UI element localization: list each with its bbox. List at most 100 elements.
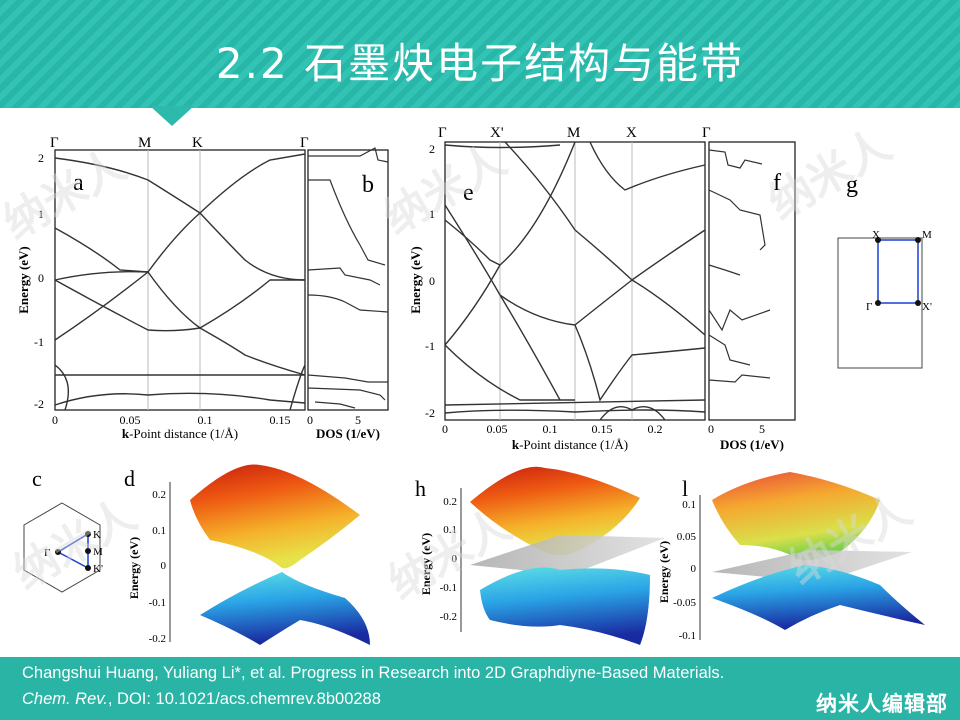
citation-line-2: Chem. Rev., DOI: 10.1021/acs.chemrev.8b0… xyxy=(22,690,381,709)
k-point-dot xyxy=(85,548,91,554)
z-tick-label: 0.1 xyxy=(682,499,696,511)
z-tick-label: 0 xyxy=(161,560,167,572)
k-point-label: X xyxy=(872,229,880,241)
x-tick-label: 0.15 xyxy=(270,413,291,427)
x-tick-label: 0.2 xyxy=(648,422,663,436)
slide-header xyxy=(0,0,960,108)
panel-label: c xyxy=(32,466,42,491)
watermark: 纳米人 xyxy=(0,140,134,248)
conduction-band-surface xyxy=(190,464,360,569)
brand-logo-text: 纳米人编辑部 xyxy=(816,692,948,716)
panel-h: h 0.2 0.1 0 -0.1 -0.2 Energy (eV) xyxy=(415,466,665,645)
x-axis-label: DOS (1/eV) xyxy=(720,437,784,452)
k-point-dot xyxy=(915,300,921,306)
k-point-dot xyxy=(875,300,881,306)
y-tick-label: 1 xyxy=(38,207,44,221)
x-axis-label: k-Point distance (1/Å) xyxy=(512,437,628,452)
y-tick-label: 2 xyxy=(429,142,435,156)
panel-label: d xyxy=(124,466,135,491)
z-tick-label: 0.2 xyxy=(443,496,457,508)
conduction-band-surface xyxy=(470,466,640,555)
band-structure-lines xyxy=(54,153,306,411)
x-axis-label: DOS (1/eV) xyxy=(316,426,380,441)
y-axis-label: Energy (eV) xyxy=(16,246,31,314)
k-point-label: Γ xyxy=(866,301,872,313)
z-tick-label: 0 xyxy=(691,563,697,575)
citation-footer xyxy=(0,657,960,720)
plot-frame xyxy=(708,141,796,421)
valence-band-surface xyxy=(480,567,650,645)
panel-f: f 0 5 DOS (1/eV) xyxy=(708,141,796,452)
citation-line-1: Changshui Huang, Yuliang Li*, et al. Pro… xyxy=(22,664,725,682)
x-tick-label: 0.1 xyxy=(198,413,213,427)
fermi-plane xyxy=(470,535,665,575)
valence-band-surface xyxy=(200,572,370,645)
panel-l: l 0.1 0.05 0 -0.05 -0.1 Energy (eV) xyxy=(657,472,925,642)
y-tick-label: -2 xyxy=(34,397,44,411)
x-tick-label: 0.15 xyxy=(592,422,613,436)
valence-band-surface xyxy=(712,565,925,630)
z-tick-label: 0.1 xyxy=(443,524,457,536)
dos-curve xyxy=(307,147,389,409)
z-tick-label: -0.1 xyxy=(679,630,696,642)
panel-label: h xyxy=(415,476,426,501)
x-tick-label: 0 xyxy=(307,413,313,427)
journal-name: Chem. Rev. xyxy=(22,690,108,708)
panel-label: a xyxy=(73,170,84,196)
panel-label: g xyxy=(846,172,858,198)
hexagonal-brillouin-zone xyxy=(23,502,101,593)
y-tick-label: 0 xyxy=(429,274,435,288)
panel-label: b xyxy=(362,172,374,198)
panel-c: c K Γ M K' xyxy=(23,466,103,593)
x-tick-label: 5 xyxy=(355,413,361,427)
kpoint-label: K xyxy=(192,135,203,151)
kpoint-label: M xyxy=(567,125,580,141)
panel-label: e xyxy=(463,180,474,206)
z-axis-label: Energy (eV) xyxy=(657,541,671,603)
k-point-label: M xyxy=(93,546,103,558)
kpoint-label: Γ xyxy=(50,135,59,151)
watermark: 纳米人 xyxy=(761,120,900,228)
z-axis-label: Energy (eV) xyxy=(419,533,433,595)
y-tick-label: 0 xyxy=(38,271,44,285)
y-tick-label: -1 xyxy=(425,339,435,353)
k-point-dot xyxy=(85,531,91,537)
z-tick-label: -0.1 xyxy=(440,582,457,594)
z-tick-label: 0 xyxy=(452,553,458,565)
band-structure-lines xyxy=(444,141,706,421)
k-point-dot xyxy=(55,549,61,555)
panel-a: Γ M K Γ a 2 1 0 -1 -2 0 0.05 0.1 0.15 k-… xyxy=(16,135,309,441)
kpoint-label: Γ xyxy=(438,125,447,141)
panel-label: f xyxy=(773,170,781,196)
k-point-dot xyxy=(875,237,881,243)
kpoint-label: X' xyxy=(490,125,504,141)
slide-title: 2.2 石墨炔电子结构与能带 xyxy=(215,39,745,88)
x-tick-label: 0.1 xyxy=(543,422,558,436)
x-tick-label: 5 xyxy=(759,422,765,436)
z-tick-label: 0.1 xyxy=(152,525,166,537)
conduction-band-surface xyxy=(712,472,880,561)
panel-b: b 0 5 DOS (1/eV) xyxy=(307,147,389,441)
z-tick-label: -0.1 xyxy=(149,597,166,609)
y-tick-label: -1 xyxy=(34,335,44,349)
doi-text: , DOI: 10.1021/acs.chemrev.8b00288 xyxy=(107,690,381,708)
z-axis-label: Energy (eV) xyxy=(127,537,141,599)
k-path xyxy=(877,239,919,304)
y-axis-label: Energy (eV) xyxy=(408,246,423,314)
plot-frame xyxy=(307,149,389,411)
x-tick-label: 0.05 xyxy=(487,422,508,436)
k-point-label: Γ xyxy=(44,547,50,559)
panel-e: Γ X' M X Γ e 2 1 0 -1 -2 0 0.05 0. xyxy=(408,125,711,452)
z-tick-label: 0.2 xyxy=(152,489,166,501)
kpoint-label: Γ xyxy=(702,125,711,141)
x-tick-label: 0.05 xyxy=(120,413,141,427)
z-tick-label: -0.2 xyxy=(149,633,166,645)
z-tick-label: -0.05 xyxy=(673,597,696,609)
panel-g: g X M Γ X' xyxy=(837,172,932,369)
z-tick-label: 0.05 xyxy=(677,531,697,543)
y-tick-label: -2 xyxy=(425,406,435,420)
x-tick-label: 0 xyxy=(708,422,714,436)
header-notch xyxy=(150,106,194,126)
x-axis-label: k-Point distance (1/Å) xyxy=(122,426,238,441)
kpoint-label: X xyxy=(626,125,637,141)
